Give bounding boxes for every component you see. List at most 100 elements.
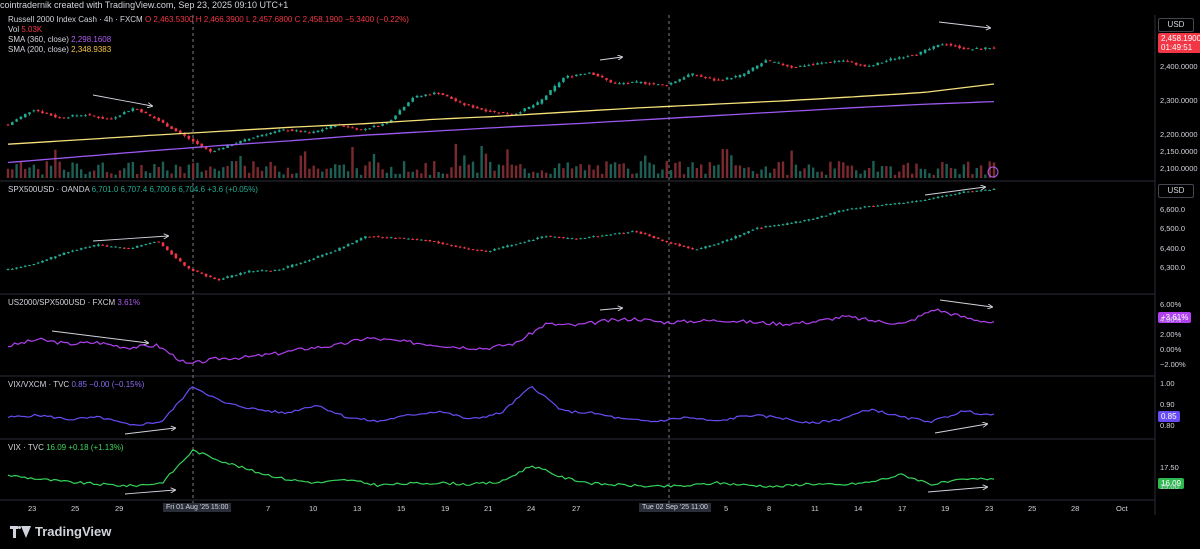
volume-bar [661, 169, 664, 178]
volume-bar [704, 173, 707, 178]
volume-bar [915, 163, 918, 178]
rut-currency-button[interactable]: USD [1158, 18, 1194, 32]
volume-bar [867, 167, 871, 178]
spx-candle [71, 250, 74, 252]
volume-bar [420, 173, 423, 178]
spx-candle [260, 270, 264, 272]
volume-bar [445, 173, 449, 178]
rut-candle [105, 118, 109, 120]
rut-candle [377, 125, 380, 127]
volume-bar [811, 167, 815, 178]
rut-candle [364, 128, 367, 130]
tradingview-brand[interactable]: TradingView [10, 524, 111, 539]
rut-high: H 2,466.3900 [195, 15, 244, 24]
volume-bar [596, 165, 600, 178]
spx-currency-button[interactable]: USD [1158, 184, 1194, 198]
volume-bar [760, 169, 763, 178]
volume-bar [635, 173, 638, 178]
volume-bar [230, 161, 234, 178]
rut-candle [321, 129, 324, 132]
rut-candle [953, 45, 957, 47]
rut-candle [290, 129, 294, 131]
volume-bar [368, 161, 371, 178]
time-axis-label: 27 [572, 504, 581, 513]
volume-bar [127, 162, 130, 178]
rut-candle [829, 62, 832, 64]
volume-bar [105, 172, 109, 178]
volume-bar [570, 168, 574, 178]
rut-candle [49, 113, 53, 116]
rut-candle [282, 129, 285, 131]
vix-line [7, 449, 995, 488]
rut-close: C 2,458.1900 [294, 15, 343, 24]
spx-candle [902, 202, 905, 204]
spx-candle [217, 278, 221, 281]
volume-bar [527, 173, 531, 178]
rut-candle [773, 61, 776, 63]
spx-candle [979, 190, 983, 192]
rut-axis-label: 2,300.0000 [1160, 95, 1198, 105]
time-axis-label: 23 [985, 504, 994, 513]
spx-candle [557, 236, 561, 238]
rut-candle [592, 72, 595, 75]
time-axis-label: 10 [309, 504, 318, 513]
spx-candle [764, 226, 768, 228]
trend-arrow-4 [924, 187, 985, 196]
time-axis-label: 8 [767, 504, 772, 513]
rut-candle [11, 122, 14, 125]
volume-bar [923, 169, 927, 178]
rut-candle [157, 118, 160, 121]
spx-candle [454, 245, 458, 247]
spx-candle [906, 202, 910, 204]
vix-values: 16.09 +0.18 (+1.13%) [46, 443, 124, 452]
spx-candle [368, 236, 371, 238]
spx-candle [389, 237, 393, 239]
rut-candle [803, 65, 806, 67]
rut-candle [613, 82, 617, 84]
spx-candle [428, 239, 432, 242]
volume-bar [334, 164, 337, 178]
rut-candle [730, 78, 733, 80]
volume-bar [204, 170, 208, 178]
rut-candle [928, 48, 931, 51]
spx-candle [988, 190, 991, 192]
spx-candle [282, 268, 285, 270]
volume-bar [49, 165, 53, 178]
rut-candle [549, 90, 552, 95]
rut-candle [247, 138, 251, 141]
rut-candle [635, 81, 638, 83]
rut-candle [269, 132, 272, 135]
rut-change: −5.3400 (−0.22%) [344, 15, 409, 24]
time-axis-label: Oct [1116, 504, 1128, 513]
volume-bar [351, 147, 354, 178]
volume-bar [622, 163, 625, 178]
spx-candle [394, 238, 397, 240]
volume-bar [966, 161, 970, 178]
time-axis-label: 25 [1028, 504, 1037, 513]
rut-candle [385, 122, 389, 124]
volume-bar [562, 168, 565, 178]
rut-candle [424, 94, 427, 97]
volume-bar [626, 168, 630, 178]
ratio-legend: US2000/SPX500USD · FXCM 3.61% [8, 298, 140, 308]
volume-bar [312, 165, 315, 178]
volume-bar [338, 164, 341, 178]
volume-bar [36, 168, 40, 178]
rut-candle [919, 51, 923, 55]
volume-bar [295, 173, 298, 178]
volume-bar [523, 168, 526, 178]
volume-bar [712, 165, 716, 178]
spx-candle [941, 196, 944, 198]
volume-bar [872, 161, 875, 178]
rut-candle [381, 123, 384, 126]
rut-candle [514, 113, 518, 115]
volume-bar [725, 149, 729, 178]
spx-title: SPX500USD · OANDA [8, 185, 90, 194]
spx-candle [398, 237, 402, 239]
rut-candle [19, 116, 23, 120]
volume-bar [243, 165, 247, 178]
spx-candle [587, 236, 591, 238]
spx-candle [755, 227, 759, 229]
rut-candle [863, 64, 867, 67]
